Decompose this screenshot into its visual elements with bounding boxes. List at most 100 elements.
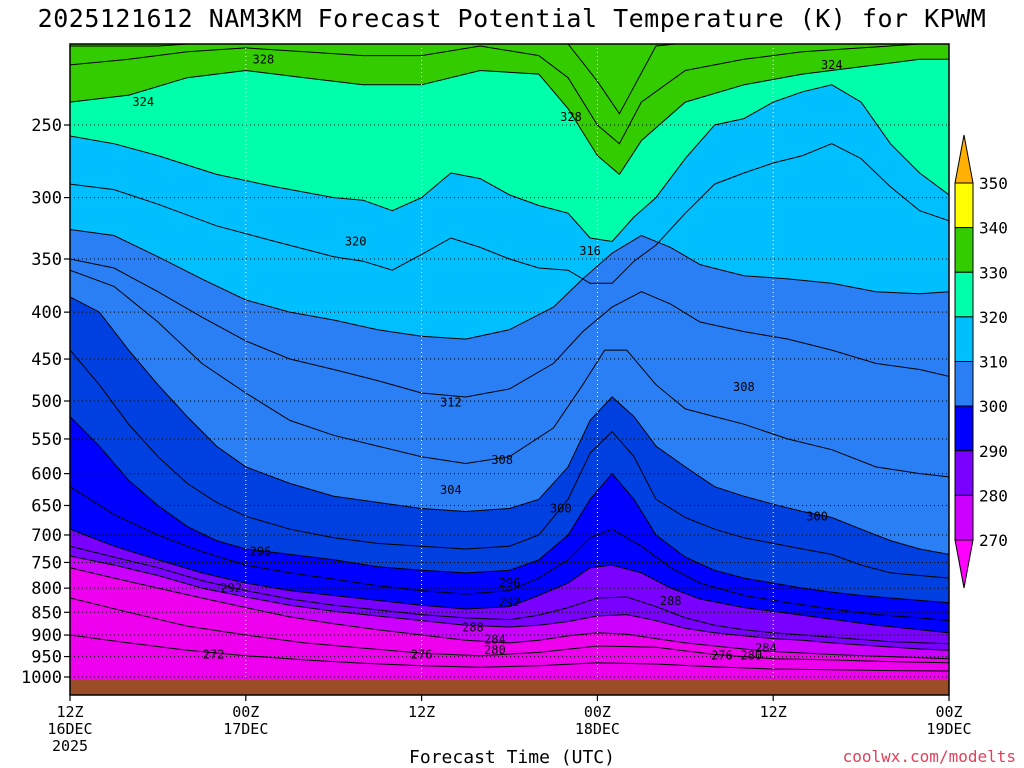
contour-line-315 bbox=[70, 229, 949, 340]
contour-line-290 bbox=[70, 528, 949, 634]
x-tick-label: 00Z bbox=[935, 703, 962, 721]
x-tick-label: 12Z bbox=[760, 703, 787, 721]
plot-frame bbox=[69, 43, 950, 696]
gridlines bbox=[70, 44, 949, 695]
y-tick-label: 350 bbox=[31, 250, 62, 270]
x-tick-label: 00Z bbox=[584, 703, 611, 721]
x-tick-label: 19DEC bbox=[926, 720, 971, 738]
contour-label: 288 bbox=[660, 594, 682, 608]
y-tick-label: 250 bbox=[31, 116, 62, 136]
colorbar-box bbox=[954, 450, 974, 496]
contour-line-280 bbox=[70, 567, 949, 660]
colorbar-label: 310 bbox=[979, 353, 1008, 372]
colorbar-label: 300 bbox=[979, 397, 1008, 416]
filled-contours bbox=[70, 44, 949, 695]
contour-label: 272 bbox=[203, 647, 225, 661]
colorbar-box bbox=[954, 361, 974, 407]
y-tick-label: 800 bbox=[31, 579, 62, 599]
contour-line-295 bbox=[70, 416, 949, 604]
y-axis: 250 300 350 400 450 500 550 600 650 700 750 800 850 9… bbox=[21, 116, 70, 688]
contour-label: 324 bbox=[821, 58, 843, 72]
colorbar-label: 340 bbox=[979, 219, 1008, 238]
colorbar-box bbox=[954, 271, 974, 318]
contour-label: 276 bbox=[411, 647, 433, 661]
chart-title: 2025121612 NAM3KM Forecast Potential Tem… bbox=[37, 4, 987, 33]
contour-label: 300 bbox=[806, 509, 828, 523]
colorbar-bottom-arrow bbox=[954, 539, 974, 589]
contour-line-320 bbox=[70, 84, 949, 243]
contour-line-300 bbox=[70, 349, 949, 579]
colorbar-box bbox=[954, 494, 974, 541]
contour-label: 296 bbox=[499, 576, 521, 590]
colorbar-box bbox=[954, 182, 974, 229]
colorbar-box bbox=[954, 227, 974, 273]
y-tick-label: 650 bbox=[31, 496, 62, 516]
contour-label: 312 bbox=[440, 396, 462, 410]
contour-line-312 bbox=[70, 258, 949, 398]
colorbar-top-arrow bbox=[954, 134, 974, 184]
contour-label: 284 bbox=[484, 632, 506, 646]
contour-label: 276 bbox=[711, 649, 733, 663]
colorbar-box bbox=[954, 316, 974, 362]
colorbar-label: 330 bbox=[979, 263, 1008, 282]
x-tick-label: 00Z bbox=[232, 703, 259, 721]
contour-lines bbox=[70, 44, 949, 672]
y-tick-label: 700 bbox=[31, 526, 62, 546]
contour-label: 280 bbox=[484, 643, 506, 657]
contour-label: 308 bbox=[733, 380, 755, 394]
x-tick-label: 12Z bbox=[408, 703, 435, 721]
contour-label: 280 bbox=[740, 649, 762, 663]
contour-line-276 bbox=[70, 597, 949, 664]
contour-line-335 bbox=[70, 44, 681, 115]
y-tick-label: 900 bbox=[31, 626, 62, 646]
x-tick-label: 2025 bbox=[52, 737, 88, 755]
contour-label: 292 bbox=[220, 581, 242, 595]
credit-text[interactable]: coolwx.com/modelts bbox=[842, 747, 1016, 766]
contour-label: 316 bbox=[579, 244, 601, 258]
contour-label: 284 bbox=[755, 641, 777, 655]
y-tick-label: 850 bbox=[31, 603, 62, 623]
contour-label: 300 bbox=[550, 502, 572, 516]
contour-label: 308 bbox=[491, 453, 513, 467]
x-tick-label: 12Z bbox=[56, 703, 83, 721]
y-tick-label: 750 bbox=[31, 553, 62, 573]
y-tick-label: 400 bbox=[31, 303, 62, 323]
contour-line-286 bbox=[70, 545, 949, 645]
colorbar-label: 270 bbox=[979, 531, 1008, 550]
y-tick-label: 950 bbox=[31, 648, 62, 668]
y-tick-label: 500 bbox=[31, 392, 62, 412]
contour-label: 320 bbox=[345, 235, 367, 249]
colorbar-label: 290 bbox=[979, 442, 1008, 461]
colorbar-label: 350 bbox=[979, 174, 1008, 193]
contour-label: 328 bbox=[560, 110, 582, 124]
contour-label: 304 bbox=[440, 483, 462, 497]
contour-band-270 bbox=[70, 567, 949, 695]
contour-line-325 bbox=[70, 58, 949, 176]
contour-line-318 bbox=[70, 143, 949, 284]
contour-label: 288 bbox=[462, 620, 484, 634]
contour-label: 324 bbox=[132, 95, 154, 109]
contour-band-325 bbox=[70, 44, 949, 175]
x-tick-label: 17DEC bbox=[223, 720, 268, 738]
y-tick-label: 300 bbox=[31, 189, 62, 209]
colorbar: 350 340 330 320 310 300 290 280 270 bbox=[954, 134, 1008, 589]
x-tick-label: 16DEC bbox=[47, 720, 92, 738]
x-axis-title: Forecast Time (UTC) bbox=[409, 747, 615, 768]
contour-line-330 bbox=[70, 44, 949, 145]
contour-labels: 328 324 328 324 320 316 312 308 308 304 300 300 296 2… bbox=[132, 52, 842, 662]
colorbar-label: 320 bbox=[979, 308, 1008, 327]
contour-label: 296 bbox=[250, 545, 272, 559]
contour-line-308 bbox=[70, 269, 949, 478]
contour-line-305 bbox=[70, 296, 949, 555]
colorbar-label: 280 bbox=[979, 486, 1008, 505]
contour-label: 328 bbox=[253, 52, 275, 66]
y-tick-label: 550 bbox=[31, 430, 62, 450]
colorbar-box bbox=[954, 405, 974, 452]
y-tick-label: 450 bbox=[31, 350, 62, 370]
x-tick-label: 18DEC bbox=[575, 720, 620, 738]
contour-band-320 bbox=[70, 44, 949, 242]
y-tick-label: 600 bbox=[31, 465, 62, 485]
contour-line-272 bbox=[70, 634, 949, 672]
